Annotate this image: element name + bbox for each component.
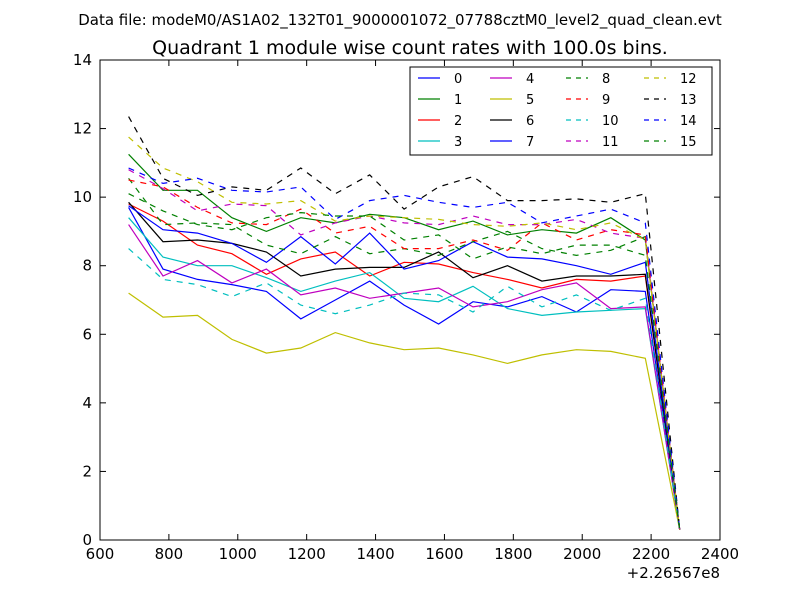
series-line-6 [128, 201, 681, 530]
x-tick-label: 1400 [356, 545, 394, 563]
y-tick-label: 8 [82, 257, 92, 275]
plot-frame [99, 59, 721, 541]
series-line-8 [128, 177, 681, 530]
series-line-7 [128, 205, 681, 530]
legend-label-11: 11 [602, 135, 619, 150]
data-file-label: Data file: modeM0/AS1A02_132T01_90000010… [78, 11, 722, 30]
x-tick-label: 1600 [425, 545, 463, 563]
legend-label-6: 6 [526, 114, 534, 129]
x-tick-label: 2000 [563, 545, 601, 563]
series-line-0 [128, 207, 681, 530]
legend-label-14: 14 [680, 114, 697, 129]
x-tick-label: 1000 [219, 545, 257, 563]
legend-label-15: 15 [680, 135, 697, 150]
legend-label-3: 3 [454, 135, 462, 150]
y-tick-label: 6 [82, 325, 92, 343]
legend-label-10: 10 [602, 114, 619, 129]
series-line-2 [128, 203, 681, 530]
series-line-15 [128, 193, 681, 530]
x-tick-label: 1800 [494, 545, 532, 563]
series-line-3 [128, 217, 681, 530]
y-tick-label: 10 [73, 188, 92, 206]
series-layer [128, 116, 681, 530]
x-tick-label: 800 [155, 545, 184, 563]
y-tick-label: 2 [82, 462, 92, 480]
series-line-1 [128, 153, 681, 530]
legend-box [409, 66, 713, 156]
legend-label-1: 1 [454, 93, 462, 108]
legend-label-7: 7 [526, 135, 534, 150]
legend-label-5: 5 [526, 93, 534, 108]
legend-label-13: 13 [680, 93, 697, 108]
chart-title: Quadrant 1 module wise count rates with … [152, 37, 668, 59]
x-tick-label: 600 [86, 545, 115, 563]
legend-label-8: 8 [602, 72, 610, 87]
y-tick-label: 14 [73, 51, 92, 69]
legend-label-0: 0 [454, 72, 462, 87]
legend-label-2: 2 [454, 114, 462, 129]
y-tick-label: 0 [82, 531, 92, 549]
legend-label-12: 12 [680, 72, 697, 87]
x-tick-label: 1200 [288, 545, 326, 563]
x-tick-label: 2400 [701, 545, 739, 563]
x-axis-offset-label: +2.26567e8 [627, 564, 720, 582]
y-tick-label: 4 [82, 394, 92, 412]
legend-label-9: 9 [602, 93, 610, 108]
series-line-12 [128, 136, 681, 530]
y-tick-label: 12 [73, 120, 92, 138]
legend-label-4: 4 [526, 72, 534, 87]
series-line-13 [128, 116, 681, 530]
axis-ticks: 600 800 1000 1200 1400 1600 1800 2000 2200 2400 0 2… [73, 51, 739, 563]
x-tick-label: 2200 [632, 545, 670, 563]
series-line-10 [128, 248, 681, 530]
series-line-9 [128, 179, 681, 530]
series-line-14 [128, 167, 681, 530]
series-line-5 [128, 292, 681, 530]
series-line-11 [128, 169, 681, 530]
